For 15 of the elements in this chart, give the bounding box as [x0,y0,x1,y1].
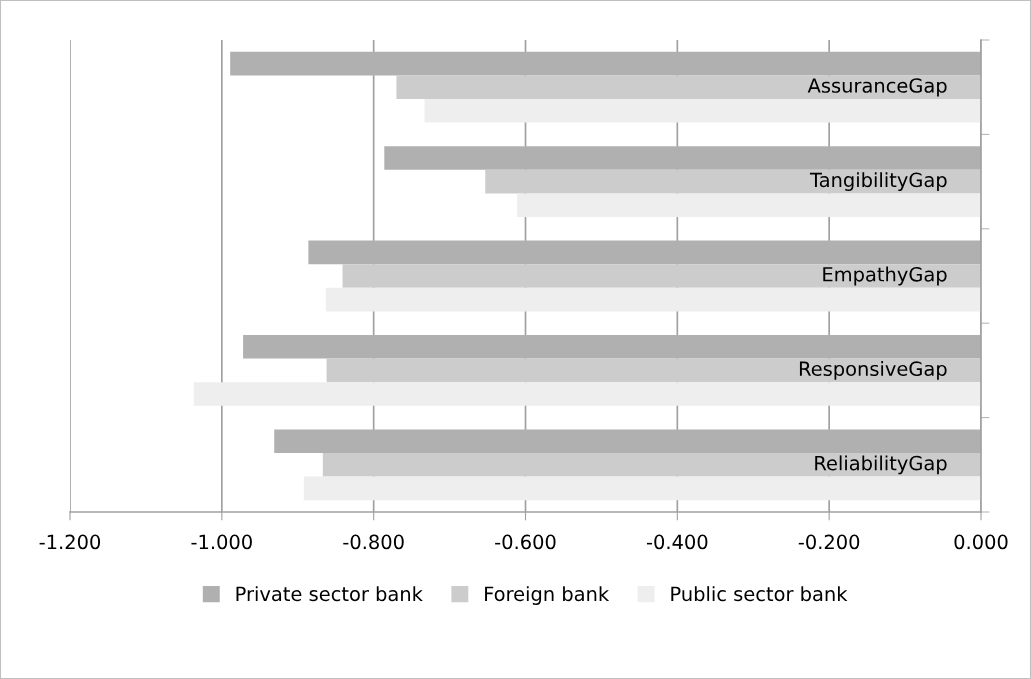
y-tick-label: TangibilityGap [809,172,947,192]
x-tick-label: -0.400 [646,534,708,550]
x-tick-label: -0.200 [798,534,860,550]
x-tick-label: 0.000 [954,534,1008,550]
legend-label: Foreign bank [485,586,610,605]
y-tick-label: ResponsiveGap [799,360,947,380]
y-tick-label: ReliabilityGap [815,455,947,475]
y-tick-label: AssuranceGap [807,78,947,97]
legend-label: Private sector bank [236,586,423,602]
x-tick-label: -1.000 [191,534,252,550]
legend-label: Public sector bank [671,586,848,602]
x-tick-label: -1.200 [39,534,101,550]
y-tick-label: EmpathyGap [823,266,947,286]
x-tick-label: -0.800 [343,534,404,550]
x-tick-label: -0.600 [495,534,556,550]
